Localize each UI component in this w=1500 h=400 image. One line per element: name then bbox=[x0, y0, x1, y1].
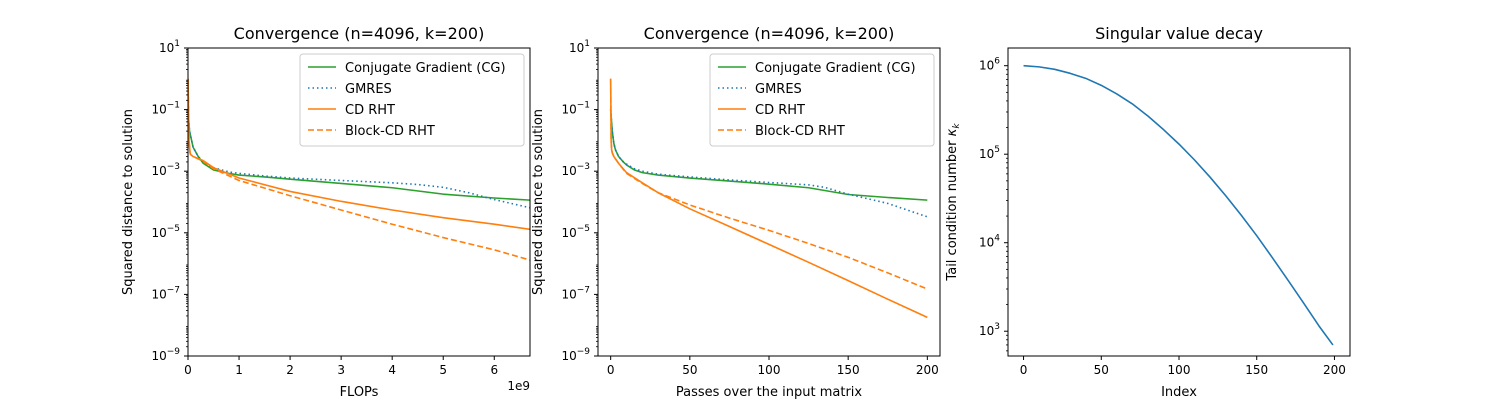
x-tick-label: 6 bbox=[490, 363, 498, 377]
legend-label: GMRES bbox=[755, 82, 802, 97]
series-line-1 bbox=[1023, 64, 1334, 346]
chart-title: Singular value decay bbox=[1095, 24, 1263, 43]
x-tick-label: 100 bbox=[758, 363, 781, 377]
y-tick-label: 105 bbox=[979, 145, 1000, 161]
x-tick-label: 1 bbox=[235, 363, 243, 377]
x-tick-label: 0 bbox=[607, 363, 615, 377]
y-tick-label: 106 bbox=[979, 57, 1000, 73]
x-tick-label: 5 bbox=[439, 363, 447, 377]
legend-label: Conjugate Gradient (CG) bbox=[755, 61, 916, 76]
series-line-1 bbox=[609, 109, 928, 201]
y-tick-label: 101 bbox=[159, 39, 180, 55]
legend: Conjugate Gradient (CG) GMRES CD RHT Block-… bbox=[709, 53, 935, 147]
x-axis-label: FLOPs bbox=[340, 385, 379, 400]
x-tick-label: 3 bbox=[337, 363, 345, 377]
legend-label: Block-CD RHT bbox=[755, 124, 845, 139]
legend-label: CD RHT bbox=[345, 103, 395, 118]
y-tick-label: 10−3 bbox=[151, 162, 180, 178]
x-multiplier-label: 1e9 bbox=[507, 379, 530, 393]
x-tick-label: 0 bbox=[184, 363, 192, 377]
x-tick-label: 150 bbox=[1245, 363, 1268, 377]
axes-frame bbox=[187, 47, 531, 357]
y-tick-label: 10−7 bbox=[151, 285, 180, 301]
y-axis-label: Squared distance to solution bbox=[531, 109, 546, 295]
x-tick-label: 2 bbox=[286, 363, 294, 377]
y-tick-label: 10−7 bbox=[561, 285, 590, 301]
plot-area bbox=[188, 78, 530, 261]
series-line-4 bbox=[188, 78, 530, 261]
x-tick-label: 0 bbox=[1020, 363, 1028, 377]
y-tick-label: 103 bbox=[979, 322, 1000, 338]
legend-label: Block-CD RHT bbox=[345, 124, 435, 139]
legend: Conjugate Gradient (CG) GMRES CD RHT Block-… bbox=[299, 53, 525, 147]
legend-label: GMRES bbox=[345, 82, 392, 97]
y-tick-label: 10−1 bbox=[561, 101, 590, 117]
x-tick-label: 200 bbox=[1323, 363, 1346, 377]
x-tick-label: 100 bbox=[1168, 363, 1191, 377]
y-tick-label: 104 bbox=[979, 234, 1000, 250]
plot-area bbox=[609, 78, 928, 319]
chart-panel-3: 0 50 100 150 200 103 104 105 106 Singular value d… bbox=[945, 24, 1351, 400]
series-line-2 bbox=[188, 109, 530, 209]
axes-frame bbox=[1007, 47, 1351, 357]
chart-title: Convergence (n=4096, k=200) bbox=[234, 24, 485, 43]
x-tick-label: 4 bbox=[388, 363, 396, 377]
y-tick-label: 101 bbox=[569, 39, 590, 55]
x-axis-label: Index bbox=[1161, 385, 1197, 400]
y-tick-label: 10−5 bbox=[151, 224, 180, 240]
x-axis-label: Passes over the input matrix bbox=[676, 385, 863, 400]
x-tick-label: 50 bbox=[682, 363, 697, 377]
y-tick-label: 10−3 bbox=[561, 162, 590, 178]
y-tick-label: 10−9 bbox=[561, 347, 590, 363]
legend-box bbox=[299, 53, 525, 147]
y-tick-label: 10−5 bbox=[561, 224, 590, 240]
y-axis-label: Tail condition number κk bbox=[945, 123, 962, 282]
x-tick-label: 50 bbox=[1094, 363, 1109, 377]
chart-title: Convergence (n=4096, k=200) bbox=[644, 24, 895, 43]
x-tick-label: 200 bbox=[916, 363, 939, 377]
legend-label: CD RHT bbox=[755, 103, 805, 118]
y-axis-label: Squared distance to solution bbox=[121, 109, 136, 295]
x-tick-label: 150 bbox=[837, 363, 860, 377]
legend-box bbox=[709, 53, 935, 147]
chart-panel-2: 0 50 100 150 200 10−9 10−7 10−5 10−3 10−1 101 Conve… bbox=[531, 24, 941, 400]
plot-area bbox=[1023, 64, 1334, 346]
y-tick-label: 10−1 bbox=[151, 101, 180, 117]
legend-label: Conjugate Gradient (CG) bbox=[345, 61, 506, 76]
series-line-4 bbox=[609, 78, 928, 290]
y-tick-label: 10−9 bbox=[151, 347, 180, 363]
chart-panel-1: 0 1 2 3 4 5 6 10−9 10−7 10−5 10−3 10−1 101 Convergenc… bbox=[121, 24, 531, 400]
